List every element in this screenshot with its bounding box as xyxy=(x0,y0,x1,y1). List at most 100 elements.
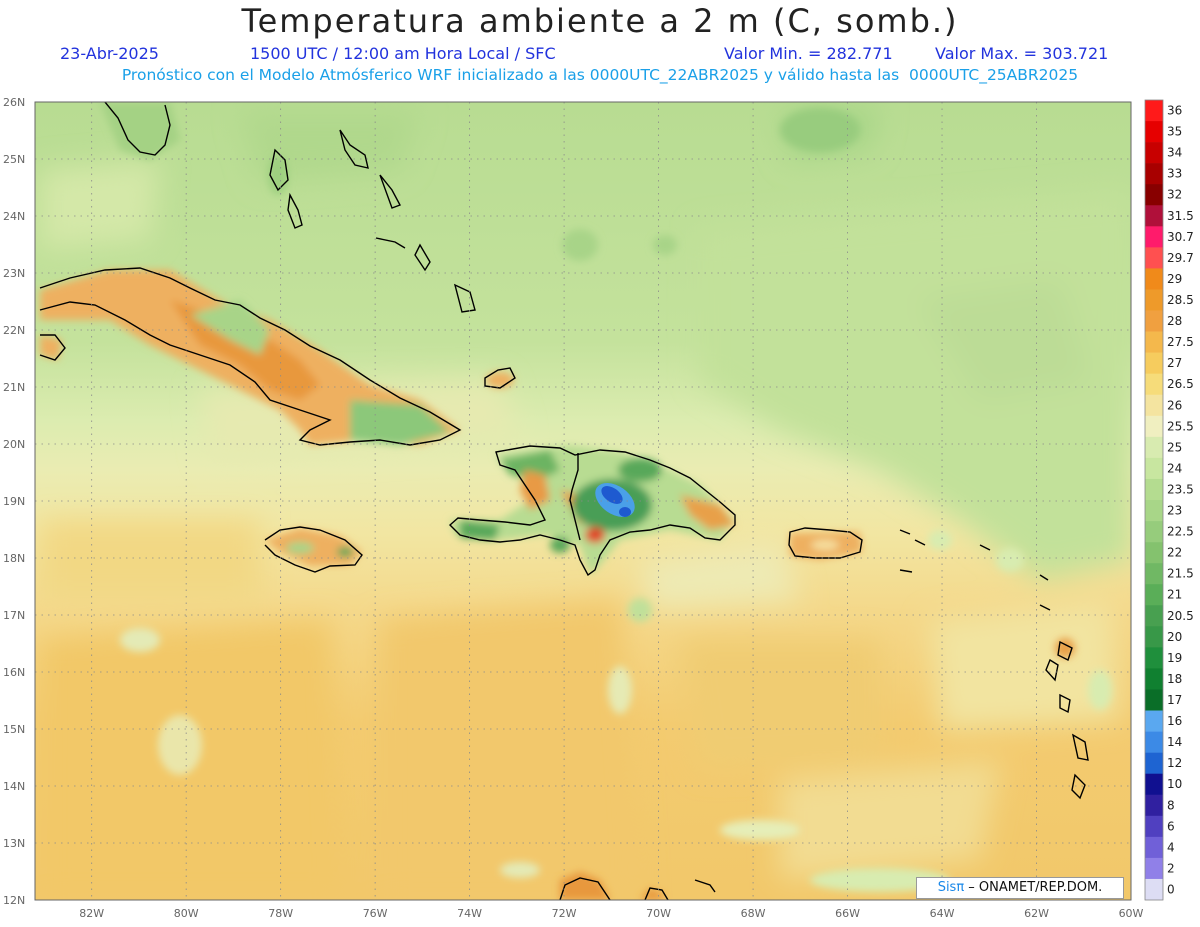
colorbar-swatch xyxy=(1145,268,1163,290)
colorbar-swatch xyxy=(1145,878,1163,901)
colorbar-label: 6 xyxy=(1167,819,1175,833)
colorbar-swatch xyxy=(1145,331,1163,353)
colorbar-label: 27.5 xyxy=(1167,335,1194,349)
puerto-rico-field xyxy=(790,532,862,560)
colorbar-swatch xyxy=(1145,647,1163,669)
colorbar-label: 14 xyxy=(1167,735,1182,749)
lat-tick-label: 24N xyxy=(3,210,25,223)
lat-tick-label: 15N xyxy=(3,723,25,736)
longitude-axis: 82W 80W 78W 76W 74W 72W 70W 68W 66W 64W 62W 60W xyxy=(79,907,1143,920)
forecast-info: Pronóstico con el Modelo Atmósferico WRF… xyxy=(121,66,1079,84)
lat-tick-label: 16N xyxy=(3,666,25,679)
colorbar-swatch xyxy=(1145,668,1163,690)
map-title: Temperatura ambiente a 2 m (C, somb.) xyxy=(241,2,959,40)
org-label: – ONAMET/REP.DOM. xyxy=(964,880,1103,895)
lon-tick-label: 72W xyxy=(552,907,577,920)
credit-box: Sisπ – ONAMET/REP.DOM. xyxy=(916,877,1124,899)
lon-tick-label: 64W xyxy=(930,907,955,920)
lat-tick-label: 21N xyxy=(3,381,25,394)
colorbar-label: 8 xyxy=(1167,798,1175,812)
colorbar-swatch xyxy=(1145,457,1163,480)
valid-date: 23-Abr-2025 xyxy=(60,44,159,63)
colorbar-swatch xyxy=(1145,563,1163,585)
colorbar-swatch xyxy=(1145,478,1163,501)
colorbar-swatch xyxy=(1145,773,1163,796)
colorbar-label: 34 xyxy=(1167,146,1182,160)
latitude-axis: 26N 25N 24N 23N 22N 21N 20N 19N 18N 17N 16N 15N 14N 1… xyxy=(3,96,25,907)
colorbar-frame xyxy=(1144,99,1164,901)
lon-tick-label: 70W xyxy=(646,907,671,920)
colorbar-swatch xyxy=(1145,289,1163,311)
colorbar-label: 22.5 xyxy=(1167,525,1194,539)
colorbar-label: 0 xyxy=(1167,882,1175,896)
colorbar-label: 4 xyxy=(1167,840,1175,854)
colorbar-swatch xyxy=(1145,689,1163,711)
colorbar-swatch xyxy=(1145,373,1163,396)
lon-tick-label: 66W xyxy=(835,907,860,920)
lon-tick-label: 74W xyxy=(457,907,482,920)
lat-tick-label: 25N xyxy=(3,153,25,166)
colorbar-swatch xyxy=(1145,205,1163,227)
lat-tick-label: 17N xyxy=(3,609,25,622)
lat-tick-label: 19N xyxy=(3,495,25,508)
colorbar-label: 20.5 xyxy=(1167,609,1194,623)
lat-tick-label: 14N xyxy=(3,780,25,793)
brand-label: Sisπ xyxy=(937,880,965,895)
colorbar-label: 25.5 xyxy=(1167,419,1194,433)
colorbar-swatch xyxy=(1145,752,1163,774)
colorbar-label: 31.5 xyxy=(1167,209,1194,223)
colorbar-swatch xyxy=(1145,163,1163,185)
colorbar-swatch xyxy=(1145,521,1163,543)
colorbar-label: 29.7 xyxy=(1167,251,1194,265)
colorbar-label: 24 xyxy=(1167,461,1182,475)
colorbar-swatch xyxy=(1145,184,1163,206)
colorbar: 363534333231.530.729.72928.52827.52726.5… xyxy=(1144,99,1194,901)
map-frame xyxy=(34,101,1132,901)
colorbar-swatch xyxy=(1145,226,1163,248)
valid-time: 1500 UTC / 12:00 am Hora Local / SFC xyxy=(250,44,556,63)
colorbar-swatch xyxy=(1145,415,1163,438)
cold-peak xyxy=(595,482,635,518)
colorbar-label: 20 xyxy=(1167,630,1182,644)
colorbar-label: 35 xyxy=(1167,125,1182,139)
min-value: Valor Min. = 282.771 xyxy=(724,44,893,63)
hispaniola-field xyxy=(450,445,735,575)
lat-tick-label: 23N xyxy=(3,267,25,280)
colorbar-label: 16 xyxy=(1167,714,1182,728)
lon-tick-label: 82W xyxy=(79,907,104,920)
lat-tick-label: 13N xyxy=(3,837,25,850)
lon-tick-label: 80W xyxy=(174,907,199,920)
colorbar-label: 36 xyxy=(1167,104,1182,118)
lat-tick-label: 26N xyxy=(3,96,25,109)
max-value: Valor Max. = 303.721 xyxy=(935,44,1109,63)
colorbar-label: 32 xyxy=(1167,188,1182,202)
lon-tick-label: 62W xyxy=(1024,907,1049,920)
temperature-field xyxy=(35,102,1131,900)
coastlines xyxy=(39,102,1089,900)
lat-tick-label: 20N xyxy=(3,438,25,451)
colorbar-label: 10 xyxy=(1167,777,1182,791)
colorbar-label: 19 xyxy=(1167,651,1182,665)
colorbar-label: 29 xyxy=(1167,272,1182,286)
colorbar-swatch xyxy=(1145,310,1163,332)
colorbar-swatch xyxy=(1145,247,1163,269)
colorbar-swatch xyxy=(1145,857,1163,880)
colorbar-swatch xyxy=(1145,542,1163,564)
lat-tick-label: 18N xyxy=(3,552,25,565)
lon-tick-label: 68W xyxy=(741,907,766,920)
colorbar-swatch xyxy=(1145,836,1163,859)
colorbar-swatch xyxy=(1145,142,1163,164)
colorbar-label: 27 xyxy=(1167,356,1182,370)
colorbar-label: 28 xyxy=(1167,314,1182,328)
colorbar-swatch xyxy=(1145,794,1163,817)
lat-tick-label: 22N xyxy=(3,324,25,337)
colorbar-swatch xyxy=(1145,394,1163,417)
colorbar-swatch xyxy=(1145,500,1163,522)
colorbar-swatch xyxy=(1145,731,1163,753)
colorbar-label: 21.5 xyxy=(1167,567,1194,581)
colorbar-label: 25 xyxy=(1167,440,1182,454)
lon-tick-label: 78W xyxy=(268,907,293,920)
colorbar-swatch xyxy=(1145,436,1163,459)
lat-tick-label: 12N xyxy=(3,894,25,907)
colorbar-swatch xyxy=(1145,710,1163,732)
